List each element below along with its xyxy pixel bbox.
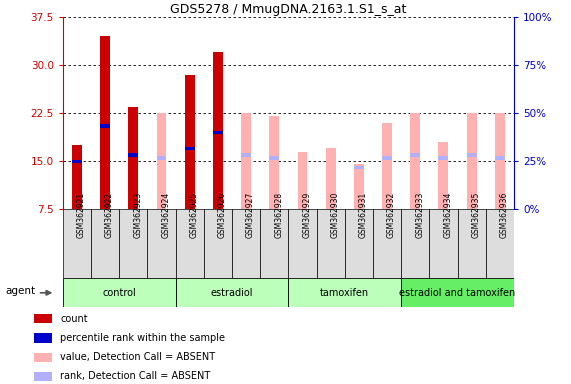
- Bar: [72, 145, 82, 209]
- Text: GSM362923: GSM362923: [133, 192, 142, 238]
- Text: GSM362934: GSM362934: [444, 192, 452, 238]
- Text: GSM362926: GSM362926: [218, 192, 227, 238]
- Text: control: control: [102, 288, 136, 298]
- Bar: [439, 142, 448, 209]
- Text: count: count: [60, 314, 88, 324]
- Bar: [91, 209, 119, 278]
- Bar: [345, 209, 373, 278]
- Bar: [354, 164, 364, 209]
- Text: GSM362924: GSM362924: [162, 192, 171, 238]
- Text: GSM362929: GSM362929: [303, 192, 311, 238]
- Bar: [297, 152, 307, 209]
- Bar: [495, 113, 505, 209]
- Bar: [147, 209, 176, 278]
- Bar: [176, 278, 288, 307]
- Bar: [72, 159, 82, 163]
- Bar: [467, 113, 477, 209]
- Bar: [401, 209, 429, 278]
- Text: percentile rank within the sample: percentile rank within the sample: [60, 333, 225, 343]
- Bar: [288, 209, 316, 278]
- Text: GSM362936: GSM362936: [500, 192, 509, 238]
- Bar: [34, 314, 52, 323]
- Bar: [176, 209, 204, 278]
- Bar: [156, 156, 166, 160]
- Bar: [34, 372, 52, 381]
- Bar: [185, 75, 195, 209]
- Bar: [34, 333, 52, 343]
- Bar: [156, 113, 166, 209]
- Bar: [241, 113, 251, 209]
- Bar: [457, 209, 486, 278]
- Text: GSM362930: GSM362930: [331, 192, 340, 238]
- Bar: [204, 209, 232, 278]
- Text: GSM362933: GSM362933: [415, 192, 424, 238]
- Bar: [401, 278, 514, 307]
- Text: GSM362922: GSM362922: [105, 192, 114, 238]
- Text: GSM362928: GSM362928: [274, 192, 283, 238]
- Bar: [382, 156, 392, 160]
- Bar: [185, 147, 195, 150]
- Bar: [486, 209, 514, 278]
- Bar: [382, 123, 392, 209]
- Bar: [119, 209, 147, 278]
- Bar: [241, 153, 251, 157]
- Bar: [213, 53, 223, 209]
- Title: GDS5278 / MmugDNA.2163.1.S1_s_at: GDS5278 / MmugDNA.2163.1.S1_s_at: [170, 3, 407, 16]
- Bar: [439, 156, 448, 160]
- Bar: [232, 209, 260, 278]
- Bar: [354, 166, 364, 169]
- Text: rank, Detection Call = ABSENT: rank, Detection Call = ABSENT: [60, 371, 210, 381]
- Bar: [270, 156, 279, 160]
- Text: GSM362925: GSM362925: [190, 192, 199, 238]
- Bar: [100, 36, 110, 209]
- Text: GSM362927: GSM362927: [246, 192, 255, 238]
- Bar: [495, 156, 505, 160]
- Bar: [429, 209, 457, 278]
- Bar: [63, 278, 176, 307]
- Bar: [411, 113, 420, 209]
- Bar: [270, 116, 279, 209]
- Bar: [260, 209, 288, 278]
- Text: estradiol: estradiol: [211, 288, 253, 298]
- Text: GSM362935: GSM362935: [472, 192, 481, 238]
- Bar: [467, 153, 477, 157]
- Text: tamoxifen: tamoxifen: [320, 288, 369, 298]
- Bar: [325, 149, 336, 209]
- Text: estradiol and tamoxifen: estradiol and tamoxifen: [399, 288, 516, 298]
- Bar: [100, 124, 110, 128]
- Text: value, Detection Call = ABSENT: value, Detection Call = ABSENT: [60, 352, 215, 362]
- Bar: [63, 209, 91, 278]
- Bar: [128, 107, 138, 209]
- Bar: [128, 153, 138, 157]
- Bar: [411, 153, 420, 157]
- Bar: [316, 209, 345, 278]
- Bar: [213, 131, 223, 134]
- Bar: [34, 353, 52, 362]
- Text: agent: agent: [5, 286, 35, 296]
- Text: GSM362921: GSM362921: [77, 192, 86, 238]
- Bar: [288, 278, 401, 307]
- Bar: [373, 209, 401, 278]
- Text: GSM362931: GSM362931: [359, 192, 368, 238]
- Text: GSM362932: GSM362932: [387, 192, 396, 238]
